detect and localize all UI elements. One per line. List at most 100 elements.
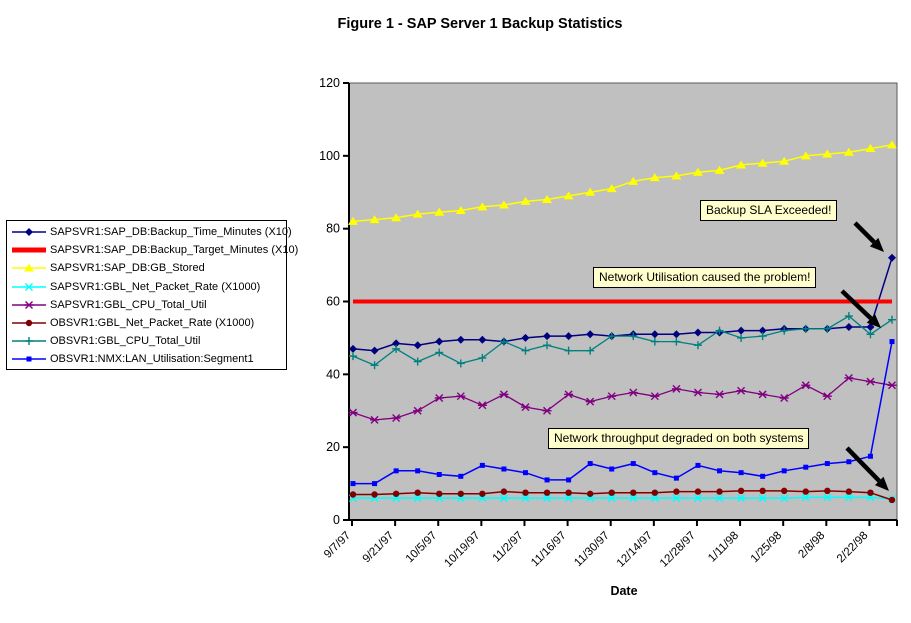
data-point-marker: [867, 489, 874, 496]
data-point-marker: [372, 481, 378, 487]
data-point-marker: [349, 344, 357, 353]
data-point-marker: [758, 326, 767, 335]
data-point-marker: [715, 494, 724, 503]
series-markers-3: [349, 493, 896, 503]
data-point-marker: [435, 337, 444, 346]
series-markers-7: [350, 339, 895, 487]
y-tick-label: 0: [333, 513, 340, 527]
data-point-marker: [478, 335, 487, 344]
legend-item: OBSVR1:GBL_CPU_Total_Util: [11, 332, 286, 350]
data-point-marker: [606, 184, 617, 193]
legend-item: SAPSVR1:GBL_Net_Packet_Rate (X1000): [11, 278, 286, 296]
data-point-marker: [369, 215, 380, 224]
y-tick-label: 120: [319, 76, 340, 90]
data-point-marker: [757, 158, 768, 167]
series-markers-5: [349, 487, 896, 504]
legend-item: SAPSVR1:SAP_DB:GB_Stored: [11, 259, 286, 277]
series-sample-icon: [12, 247, 46, 253]
data-point-marker: [760, 473, 766, 479]
data-point-marker: [888, 496, 896, 504]
series-markers-6: [349, 312, 896, 370]
data-point-marker: [716, 488, 723, 495]
y-tick-label: 40: [326, 367, 340, 381]
data-point-marker: [348, 216, 358, 225]
data-point-marker: [564, 332, 573, 341]
data-point-marker: [736, 160, 747, 169]
data-point-marker: [801, 493, 810, 502]
x-tick-label: 2/8/98: [796, 530, 827, 561]
data-point-marker: [521, 494, 530, 503]
data-point-marker: [737, 494, 746, 503]
data-point-marker: [412, 209, 423, 218]
data-point-marker: [457, 490, 464, 497]
series-markers-4: [348, 373, 897, 424]
data-point-marker: [25, 319, 33, 327]
data-point-marker: [458, 473, 464, 479]
data-point-marker: [865, 144, 876, 153]
data-point-marker: [888, 253, 896, 262]
annotation-arrowhead-0: [869, 237, 884, 252]
data-point-marker: [693, 494, 702, 503]
data-point-marker: [370, 346, 379, 355]
data-point-marker: [803, 464, 809, 470]
data-point-marker: [542, 195, 553, 204]
data-point-marker: [543, 332, 552, 341]
data-point-marker: [456, 335, 465, 344]
legend-item: SAPSVR1:SAP_DB:Backup_Time_Minutes (X10): [11, 223, 292, 241]
data-point-marker: [846, 459, 852, 465]
data-point-marker: [672, 494, 681, 503]
legend-item: SAPSVR1:GBL_CPU_Total_Util: [11, 296, 286, 314]
series-sample-icon: [12, 337, 46, 346]
annotation-arrow-2: [845, 446, 881, 483]
series-sample-icon: [12, 228, 46, 237]
data-point-marker: [585, 187, 596, 196]
annotation-network-utilisation: Network Utilisation caused the problem!: [593, 267, 817, 288]
data-point-marker: [414, 489, 421, 496]
data-point-marker: [565, 489, 572, 496]
data-point-marker: [586, 490, 594, 497]
data-point-marker: [564, 494, 573, 503]
data-point-marker: [823, 493, 832, 502]
data-point-marker: [479, 490, 486, 497]
x-tick-label: 9/21/97: [361, 530, 397, 566]
data-point-marker: [350, 481, 356, 487]
data-point-marker: [671, 171, 682, 180]
data-point-marker: [25, 282, 33, 291]
data-point-marker: [477, 202, 488, 211]
series-sample-icon: [12, 282, 46, 291]
legend-item-label: OBSVR1:GBL_Net_Packet_Rate (X1000): [50, 317, 255, 330]
data-point-marker: [544, 477, 550, 483]
data-point-marker: [694, 488, 702, 495]
legend-item-label: OBSVR1:NMX:LAN_Utilisation:Segment1: [50, 353, 254, 366]
data-point-marker: [824, 461, 830, 467]
series-line-7: [353, 341, 893, 485]
data-point-marker: [629, 494, 638, 503]
data-point-marker: [434, 207, 445, 216]
data-point-marker: [628, 176, 639, 185]
data-point-marker: [844, 493, 853, 502]
series-markers-2: [348, 140, 897, 225]
data-point-marker: [737, 487, 745, 495]
data-point-marker: [714, 165, 725, 174]
x-tick-label: 11/30/97: [572, 530, 612, 570]
series-line-3: [353, 496, 893, 500]
data-point-marker: [887, 140, 897, 149]
series-sample-icon: [12, 300, 46, 309]
data-point-marker: [781, 487, 788, 495]
data-point-marker: [673, 488, 680, 495]
data-point-marker: [522, 489, 529, 496]
data-point-marker: [436, 471, 442, 477]
data-point-marker: [693, 328, 702, 337]
data-point-marker: [780, 494, 789, 503]
data-point-marker: [650, 494, 659, 503]
annotation-backup-sla: Backup SLA Exceeded!: [700, 200, 838, 221]
data-point-marker: [24, 263, 34, 272]
data-point-marker: [607, 494, 616, 503]
data-point-marker: [608, 489, 615, 496]
data-point-marker: [391, 213, 402, 222]
series-line-2: [352, 144, 893, 223]
y-tick-label: 80: [326, 222, 340, 236]
legend-item-label: SAPSVR1:SAP_DB:Backup_Time_Minutes (X10): [50, 226, 292, 239]
data-point-marker: [800, 151, 811, 160]
data-point-marker: [822, 149, 833, 158]
